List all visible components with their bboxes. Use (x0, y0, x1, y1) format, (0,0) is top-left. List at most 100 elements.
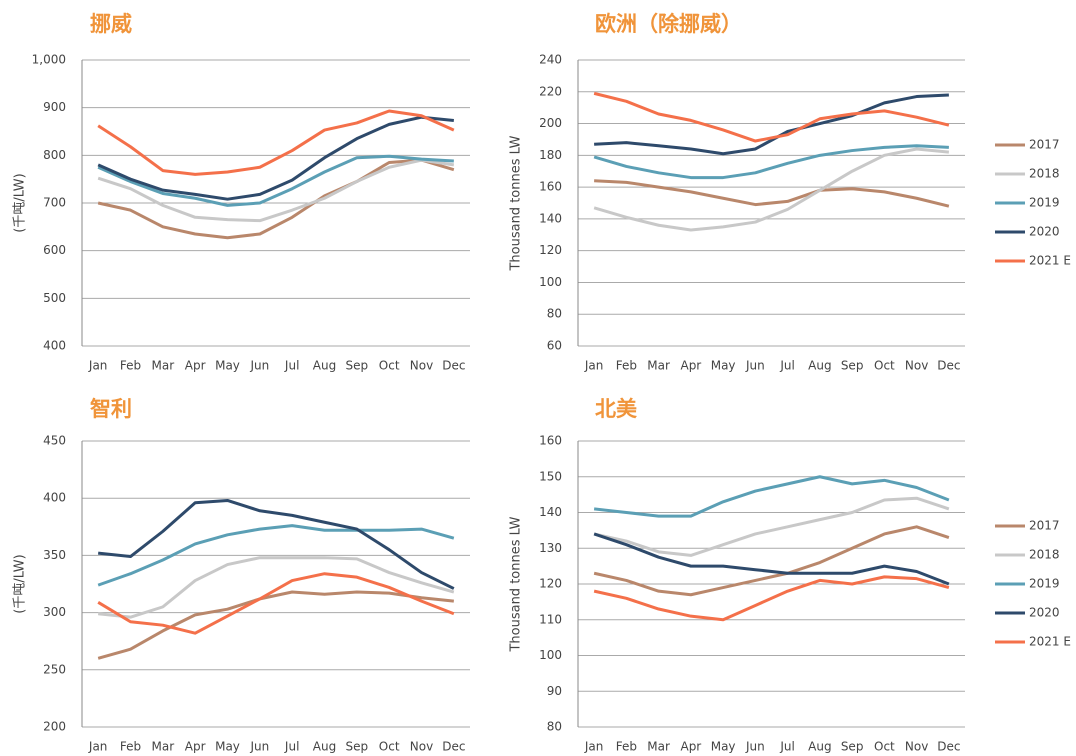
x-tick-label: Aug (808, 359, 831, 373)
x-tick-label: Nov (410, 359, 433, 373)
y-tick-label: 1,000 (32, 53, 66, 67)
legend-label: 2021 E (1029, 635, 1071, 649)
x-tick-label: Apr (185, 740, 206, 754)
y-axis-label: Thousand tonnes LW (509, 516, 524, 652)
y-tick-label: 160 (539, 180, 562, 194)
series-line (97, 158, 455, 223)
x-tick-label: Mar (647, 740, 670, 754)
series-line (97, 154, 454, 207)
x-tick-label: Jun (745, 740, 765, 754)
y-tick-label: 60 (547, 339, 562, 353)
series-line (593, 91, 950, 143)
legend-label: 2021 E (1029, 254, 1071, 268)
y-tick-label: 700 (43, 196, 66, 210)
y-tick-label: 140 (539, 211, 562, 225)
x-tick-label: Feb (120, 740, 141, 754)
y-tick-label: 80 (547, 307, 562, 321)
x-tick-label: Jul (284, 359, 299, 373)
y-tick-label: 80 (547, 720, 562, 734)
x-tick-label: Mar (152, 359, 175, 373)
series-line (594, 179, 950, 208)
x-tick-label: Nov (410, 740, 433, 754)
legend-label: 2017 (1029, 138, 1060, 152)
y-tick-label: 220 (539, 84, 562, 98)
x-tick-label: Feb (616, 740, 637, 754)
chart-title: 北美 (595, 397, 637, 421)
y-tick-label: 250 (43, 662, 66, 676)
series-line (593, 525, 950, 597)
y-tick-label: 100 (539, 648, 562, 662)
x-tick-label: Sep (841, 740, 864, 754)
series-line (593, 532, 950, 586)
x-tick-label: Aug (808, 740, 831, 754)
series-line (98, 498, 455, 590)
y-tick-label: 120 (539, 243, 562, 257)
x-tick-label: Dec (442, 740, 465, 754)
chart-title: 智利 (90, 397, 132, 421)
x-tick-label: Dec (442, 359, 465, 373)
legend-label: 2020 (1029, 606, 1060, 620)
series-line (97, 572, 455, 635)
x-tick-label: Jan (584, 740, 604, 754)
y-tick-label: 160 (539, 434, 562, 448)
legend-label: 2019 (1029, 577, 1060, 591)
x-tick-label: Mar (152, 740, 175, 754)
x-tick-label: Dec (937, 740, 960, 754)
series-line (97, 158, 455, 240)
y-axis-label: (千吨/LW) (13, 173, 28, 232)
x-tick-label: May (711, 359, 736, 373)
x-tick-label: Jun (249, 740, 269, 754)
y-tick-label: 120 (539, 577, 562, 591)
y-tick-label: 90 (547, 684, 562, 698)
x-tick-label: Sep (841, 359, 864, 373)
y-tick-label: 300 (43, 605, 66, 619)
series-line (98, 556, 455, 619)
chart-title: 欧洲（除挪威） (595, 12, 742, 36)
legend-label: 2020 (1029, 225, 1060, 239)
y-tick-label: 140 (539, 505, 562, 519)
x-tick-label: Aug (313, 359, 336, 373)
y-tick-label: 400 (43, 339, 66, 353)
y-tick-label: 240 (539, 53, 562, 67)
y-tick-label: 450 (43, 434, 66, 448)
x-tick-label: Jan (88, 359, 108, 373)
legend-label: 2017 (1029, 519, 1060, 533)
x-tick-label: Oct (874, 740, 895, 754)
series-line (97, 115, 454, 201)
x-tick-label: Aug (313, 740, 336, 754)
legend-label: 2019 (1029, 196, 1060, 210)
x-tick-label: May (215, 359, 240, 373)
series-line (593, 144, 949, 180)
x-tick-label: May (711, 740, 736, 754)
y-tick-label: 800 (43, 148, 66, 162)
y-tick-label: 600 (43, 243, 66, 257)
y-tick-label: 200 (43, 720, 66, 734)
x-tick-label: Jul (779, 740, 794, 754)
chart-title: 挪威 (90, 12, 132, 36)
y-tick-label: 200 (539, 116, 562, 130)
series-line (97, 524, 455, 587)
x-tick-label: Nov (905, 740, 928, 754)
y-axis-label: (千吨/LW) (13, 554, 28, 613)
y-tick-label: 350 (43, 548, 66, 562)
x-tick-label: Jun (249, 359, 269, 373)
y-tick-label: 180 (539, 148, 562, 162)
y-axis-label: Thousand tonnes LW (509, 135, 524, 271)
x-tick-label: Jul (779, 359, 794, 373)
y-tick-label: 500 (43, 291, 66, 305)
y-tick-label: 400 (43, 491, 66, 505)
x-tick-label: Apr (680, 740, 701, 754)
x-tick-label: Jun (745, 359, 765, 373)
x-tick-label: Apr (185, 359, 206, 373)
series-line (593, 575, 950, 622)
x-tick-label: Feb (120, 359, 141, 373)
x-tick-label: Apr (680, 359, 701, 373)
y-tick-label: 110 (539, 612, 562, 626)
x-tick-label: Oct (874, 359, 895, 373)
series-line (593, 147, 950, 232)
x-tick-label: Jan (584, 359, 604, 373)
legend-label: 2018 (1029, 548, 1060, 562)
series-line (97, 590, 454, 660)
x-tick-label: Feb (616, 359, 637, 373)
